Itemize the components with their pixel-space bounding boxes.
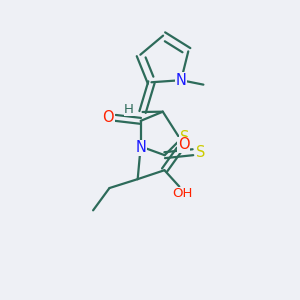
Text: O: O [178, 137, 190, 152]
Text: S: S [180, 130, 190, 146]
Text: OH: OH [172, 188, 193, 200]
Text: O: O [102, 110, 114, 125]
Text: N: N [135, 140, 146, 155]
Text: H: H [124, 103, 134, 116]
Text: N: N [176, 73, 187, 88]
Text: S: S [196, 145, 205, 160]
